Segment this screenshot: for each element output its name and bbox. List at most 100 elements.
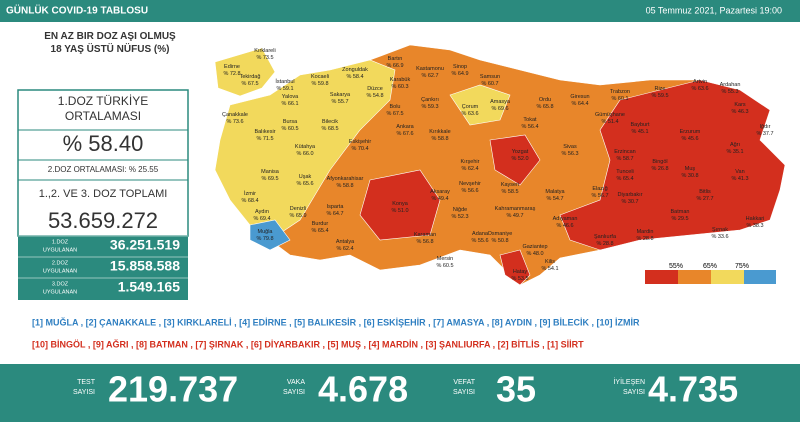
top-list: [1] MUĞLA , [2] ÇANAKKALE , [3] KIRKLARE…: [32, 316, 640, 327]
province-value: % 55.3: [721, 89, 738, 95]
map-region: [214, 47, 276, 97]
province-value: % 26.8: [651, 166, 668, 172]
province-value: % 65.8: [536, 104, 553, 110]
legend-label: 75%: [735, 263, 749, 270]
province-value: % 67.5: [241, 81, 258, 87]
province-name: Tunceli: [616, 169, 634, 175]
province-value: % 52.3: [451, 214, 468, 220]
province-name: Edirne: [224, 64, 240, 70]
province-name: Ordu: [539, 97, 551, 103]
province-value: % 55.7: [331, 99, 348, 105]
province-name: Kahramanmaraş: [495, 206, 536, 212]
province-value: % 33.6: [711, 234, 728, 240]
province-name: Bilecik: [322, 119, 338, 125]
province-name: İstanbul: [275, 78, 294, 85]
row-label-2: UYGULANAN: [43, 247, 77, 253]
row-label-2: UYGULANAN: [43, 268, 77, 274]
avg-label: 1.DOZ TÜRKİYE ORTALAMASI: [57, 94, 149, 123]
province-name: Kocaeli: [311, 74, 329, 80]
province-name: Sakarya: [330, 92, 351, 98]
province-value: % 65.9: [289, 213, 306, 219]
province-value: % 41.3: [731, 176, 748, 182]
map-region: [359, 169, 441, 241]
province-name: Bayburt: [631, 122, 650, 128]
bottom-list: [10] BİNGÖL , [9] AĞRI , [8] BATMAN , [7…: [32, 338, 584, 349]
province-value: % 54.7: [546, 196, 563, 202]
province-value: % 35.1: [726, 149, 743, 155]
stat-value: 4.735: [648, 369, 738, 410]
title: GÜNLÜK COVID-19 TABLOSU: [6, 4, 148, 17]
province-value: % 28.8: [596, 241, 613, 247]
province-value: % 79.8: [256, 236, 273, 242]
map-region: [559, 79, 786, 251]
stat-label: VEFAT: [453, 379, 475, 386]
legend-swatch: [645, 270, 678, 284]
province-name: Denizli: [290, 206, 307, 212]
stat-label-2: SAYISI: [453, 389, 475, 396]
map: [214, 44, 786, 286]
province-value: % 72.8: [223, 71, 240, 77]
province-value: % 49.7: [506, 213, 523, 219]
province-value: % 59.1: [276, 86, 293, 92]
province-value: % 69.5: [261, 176, 278, 182]
province-name: Samsun: [480, 74, 500, 80]
panel-heading-box: EN AZ BIR DOZ AŞI OLMUŞ 18 YAŞ ÜSTÜ NÜFU…: [44, 31, 175, 55]
row-label: 3.DOZ: [52, 281, 69, 287]
stat-value: 4.678: [318, 369, 408, 410]
province-value: % 60.5: [436, 263, 453, 269]
province-name: Hakkari: [746, 216, 765, 222]
province-value: % 54.1: [541, 266, 558, 272]
province-name: Niğde: [453, 207, 467, 213]
legend-label: 65%: [703, 263, 717, 270]
province-value: % 37.7: [756, 131, 773, 137]
province-value: % 66.0: [296, 151, 313, 157]
province-name: Mardin: [637, 229, 654, 235]
province-name: Çorum: [462, 104, 479, 110]
province-name: Hatay: [513, 269, 528, 275]
province-name: Ağrı: [730, 142, 740, 148]
province-name: Uşak: [299, 174, 312, 180]
province-value: % 60.7: [481, 81, 498, 87]
province-name: Sivas: [563, 144, 577, 150]
row-value: 1.549.165: [118, 279, 180, 295]
province-name: Karaman: [414, 232, 436, 238]
panel-box: [17, 89, 189, 237]
province-value: % 73.6: [226, 119, 243, 125]
row-label-2: UYGULANAN: [43, 289, 77, 295]
province-value: % 56.7: [591, 193, 608, 199]
province-name: Şanlıurfa: [594, 234, 617, 240]
province-name: Manisa: [261, 169, 280, 175]
stat-label: İYİLEŞEN: [613, 377, 645, 386]
province-name: Diyarbakır: [617, 192, 642, 198]
map-region: [249, 219, 291, 251]
stat-value: 35: [496, 369, 536, 410]
province-name: Mersin: [437, 256, 454, 262]
province-name: Adıyaman: [553, 216, 578, 222]
province-name: Nevşehir: [459, 181, 481, 187]
province-name: Trabzon: [610, 89, 630, 95]
legend-swatch: [744, 270, 776, 284]
province-value: % 64.9: [451, 71, 468, 77]
province-name: Adana: [472, 231, 489, 237]
province-value: % 65.6: [296, 181, 313, 187]
province-name: Yozgat: [512, 149, 529, 155]
province-name: Düzce: [367, 86, 383, 92]
province-value: % 30.7: [621, 199, 638, 205]
province-name: Kırklareli: [254, 48, 275, 54]
province-value: % 46.3: [731, 109, 748, 115]
stat-value: 219.737: [108, 369, 238, 410]
province-value: % 67.6: [396, 131, 413, 137]
province-value: % 52.0: [511, 156, 528, 162]
province-name: Balıkesir: [254, 129, 275, 135]
stat-label-2: SAYISI: [73, 389, 95, 396]
province-name: Çankırı: [421, 97, 439, 103]
province-name: Kütahya: [295, 144, 316, 150]
province-value: % 48.0: [526, 251, 543, 257]
province-name: Van: [735, 169, 744, 175]
province-value: % 28.8: [636, 236, 653, 242]
province-value: % 49.4: [431, 196, 448, 202]
province-value: % 58.4: [346, 74, 363, 80]
province-value: % 62.4: [336, 246, 353, 252]
province-value: % 67.5: [386, 111, 403, 117]
province-name: İzmir: [244, 190, 256, 197]
